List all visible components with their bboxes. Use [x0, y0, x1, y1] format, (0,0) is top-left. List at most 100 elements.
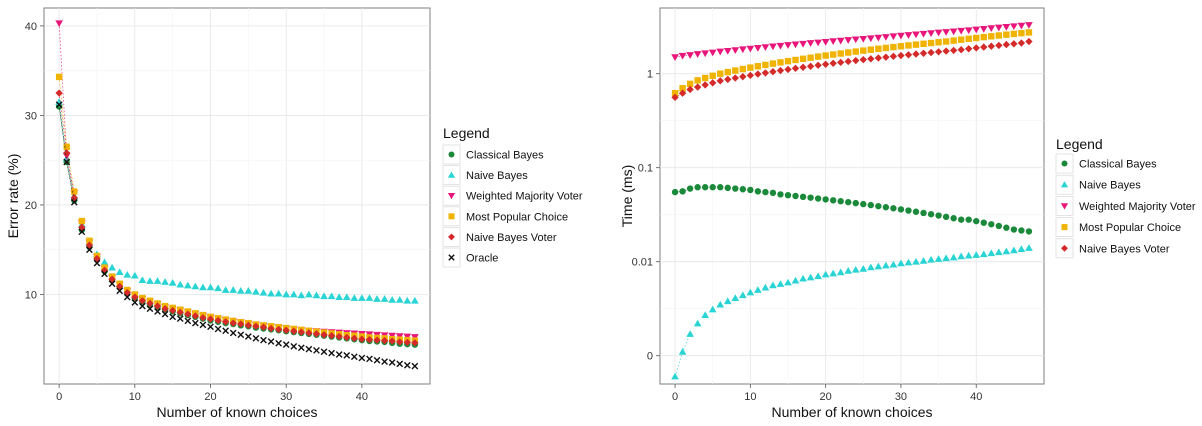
legend-label: Most Popular Choice — [1079, 222, 1181, 234]
data-point-oracle — [184, 317, 192, 325]
legend-items: Classical Bayes Naive Bayes Weighted Major… — [1055, 153, 1196, 259]
data-point-naive-bayes-voter — [987, 42, 995, 50]
data-point-naive-bayes-voter — [882, 53, 890, 61]
data-point-oracle — [108, 280, 116, 288]
data-point-naive-bayes — [388, 296, 396, 303]
data-point-naive-bayes-voter — [327, 331, 336, 340]
data-point-most-popular-choice — [807, 54, 814, 61]
data-point-most-popular-choice — [829, 51, 837, 58]
data-point-most-popular-choice — [912, 41, 920, 48]
data-point-naive-bayes-voter — [161, 305, 169, 313]
data-point-naive-bayes — [191, 282, 200, 290]
data-point-naive-bayes — [791, 276, 800, 284]
data-point-classical-bayes — [822, 196, 829, 203]
data-point-naive-bayes — [957, 252, 966, 260]
legend-item-naive-bayes: Naive Bayes — [442, 165, 528, 186]
series-weighted-majority-voter — [671, 22, 1033, 61]
legend-marker-most-popular-choice — [1061, 224, 1068, 231]
legend-label: Naive Bayes Voter — [466, 232, 557, 244]
data-point-most-popular-choice — [78, 217, 86, 225]
data-point-naive-bayes-voter — [927, 48, 935, 57]
data-point-naive-bayes-voter — [693, 83, 702, 91]
y-tick-label: 1 — [647, 69, 653, 81]
data-point-oracle — [396, 360, 404, 368]
data-point-naive-bayes-voter — [78, 223, 86, 232]
data-point-naive-bayes-voter — [806, 62, 815, 70]
grid — [44, 8, 430, 384]
data-point-naive-bayes-voter — [146, 299, 154, 308]
legend-marker-weighted-majority-voter — [1060, 203, 1069, 210]
data-point-naive-bayes — [844, 266, 853, 274]
data-point-naive-bayes-voter — [63, 149, 71, 157]
data-point-weighted-majority-voter — [889, 33, 898, 41]
data-point-weighted-majority-voter — [866, 35, 875, 43]
plot-panel — [659, 7, 1045, 385]
data-point-naive-bayes-voter — [168, 306, 177, 315]
data-point-naive-bayes-voter — [769, 68, 777, 76]
data-point-naive-bayes-voter — [365, 336, 374, 344]
data-point-naive-bayes-voter — [176, 308, 184, 317]
x-tick-label: 0 — [672, 391, 678, 403]
data-point-naive-bayes — [686, 330, 694, 337]
legend: Legend Classical Bayes Naive Bayes Weighte… — [442, 125, 583, 268]
data-point-naive-bayes — [221, 286, 230, 293]
data-point-oracle — [366, 355, 373, 363]
legend-marker-classical-bayes — [1061, 160, 1068, 167]
data-point-naive-bayes-voter — [1002, 40, 1011, 49]
data-point-most-popular-choice — [965, 35, 972, 43]
data-point-naive-bayes — [244, 287, 253, 294]
data-point-most-popular-choice — [1018, 29, 1025, 37]
data-point-weighted-majority-voter — [874, 34, 883, 42]
data-point-naive-bayes — [380, 295, 389, 302]
data-point-weighted-majority-voter — [1017, 22, 1026, 30]
data-point-naive-bayes-voter — [312, 330, 321, 338]
data-point-naive-bayes-voter — [184, 310, 192, 318]
data-point-weighted-majority-voter — [829, 38, 838, 45]
data-point-most-popular-choice — [1010, 30, 1018, 38]
data-point-naive-bayes — [776, 280, 785, 287]
series-connector — [58, 104, 75, 203]
data-point-oracle — [93, 259, 101, 267]
data-point-classical-bayes — [957, 216, 965, 223]
data-point-naive-bayes-voter — [396, 338, 404, 346]
data-point-naive-bayes-voter — [821, 60, 830, 68]
data-series — [671, 22, 1033, 380]
data-point-naive-bayes — [297, 291, 306, 299]
data-point-weighted-majority-voter — [791, 41, 800, 49]
data-point-naive-bayes — [784, 278, 792, 286]
data-point-classical-bayes — [792, 192, 799, 200]
x-tick-label: 20 — [204, 391, 216, 403]
data-point-weighted-majority-voter — [754, 45, 762, 52]
data-point-oracle — [70, 198, 78, 206]
legend-item-classical-bayes: Classical Bayes — [442, 144, 544, 165]
data-point-oracle — [169, 313, 177, 321]
legend-label: Weighted Majority Voter — [466, 191, 583, 203]
data-point-oracle — [297, 344, 305, 352]
data-point-most-popular-choice — [988, 33, 995, 40]
data-point-naive-bayes — [882, 261, 890, 269]
data-point-oracle — [320, 348, 328, 356]
data-point-oracle — [260, 336, 267, 344]
data-point-oracle — [290, 343, 298, 350]
data-point-classical-bayes — [995, 222, 1003, 230]
legend-item-most-popular-choice: Most Popular Choice — [442, 206, 568, 227]
data-point-naive-bayes — [806, 273, 815, 281]
data-point-weighted-majority-voter — [882, 34, 890, 41]
data-point-naive-bayes — [859, 264, 868, 272]
data-point-naive-bayes — [746, 288, 755, 296]
data-point-naive-bayes — [1002, 247, 1011, 255]
data-point-naive-bayes-voter — [85, 241, 94, 249]
data-point-naive-bayes-voter — [252, 322, 260, 330]
data-point-most-popular-choice — [686, 80, 694, 88]
data-point-naive-bayes-voter — [116, 282, 124, 291]
data-point-classical-bayes — [965, 216, 972, 223]
data-point-most-popular-choice — [980, 33, 987, 41]
data-point-weighted-majority-voter — [738, 46, 747, 54]
data-point-most-popular-choice — [927, 39, 935, 47]
data-point-naive-bayes — [836, 268, 845, 276]
data-point-oracle — [63, 158, 71, 166]
data-point-weighted-majority-voter — [769, 43, 777, 51]
data-point-naive-bayes-voter — [844, 57, 852, 66]
data-point-naive-bayes-voter — [93, 254, 101, 263]
y-tick-label: 30 — [25, 110, 37, 122]
